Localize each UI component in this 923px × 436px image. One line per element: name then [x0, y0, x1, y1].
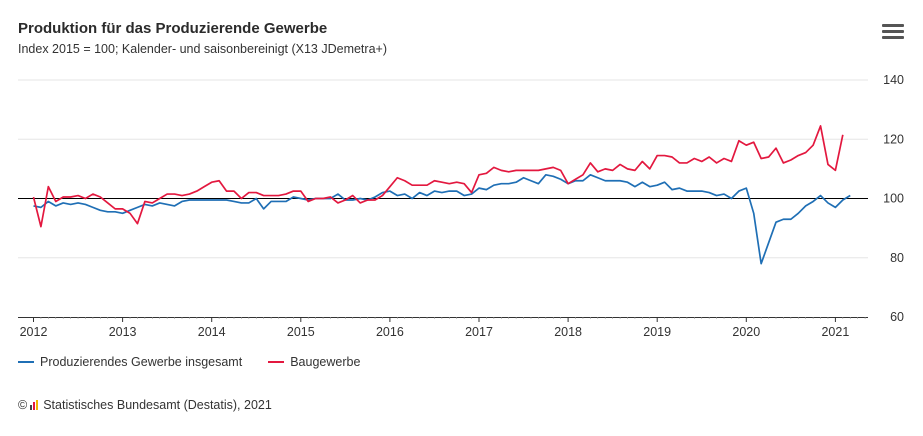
x-tick-label: 2019 — [643, 325, 671, 339]
chart-title: Produktion für das Produzierende Gewerbe — [18, 20, 328, 37]
destatis-logo-icon — [30, 400, 39, 410]
y-tick-label: 120 — [883, 132, 904, 146]
series-line-baugewerbe — [32, 125, 844, 228]
source-text[interactable]: Statistisches Bundesamt (Destatis), 2021 — [43, 398, 272, 412]
legend: Produzierendes Gewerbe insgesamt Baugewe… — [18, 355, 360, 369]
hamburger-menu-icon[interactable] — [882, 24, 904, 40]
copyright-symbol: © — [18, 398, 28, 412]
x-tick-label: 2020 — [732, 325, 760, 339]
chart-subtitle: Index 2015 = 100; Kalender- und saisonbe… — [18, 42, 387, 56]
y-tick-label: 60 — [890, 310, 904, 324]
x-tick-label: 2018 — [554, 325, 582, 339]
source-footer: © Statistisches Bundesamt (Destatis), 20… — [18, 398, 272, 412]
series-lines — [32, 125, 851, 265]
legend-label: Baugewerbe — [290, 355, 361, 369]
x-tick-label: 2012 — [20, 325, 48, 339]
x-tick-label: 2015 — [287, 325, 315, 339]
legend-item-produzierendes-gewerbe[interactable]: Produzierendes Gewerbe insgesamt — [18, 355, 242, 369]
y-axis-ticks: 60 80 100 120 140 — [883, 73, 904, 324]
x-tick-label: 2017 — [465, 325, 493, 339]
x-tick-label: 2016 — [376, 325, 404, 339]
legend-item-baugewerbe[interactable]: Baugewerbe — [268, 355, 360, 369]
y-tick-label: 80 — [890, 251, 904, 265]
y-tick-label: 100 — [883, 192, 904, 206]
x-tick-label: 2014 — [198, 325, 226, 339]
legend-label: Produzierendes Gewerbe insgesamt — [40, 355, 243, 369]
x-tick-label: 2021 — [821, 325, 849, 339]
x-axis: 2012 2013 2014 2015 2016 2017 2018 2019 2020 2021 — [18, 317, 868, 339]
series-line-produzierendes-gewerbe — [33, 173, 851, 265]
y-tick-label: 140 — [883, 73, 904, 87]
legend-swatch-red — [268, 361, 285, 363]
grid-lines — [18, 79, 868, 259]
legend-swatch-blue — [18, 361, 34, 363]
x-tick-label: 2013 — [109, 325, 137, 339]
